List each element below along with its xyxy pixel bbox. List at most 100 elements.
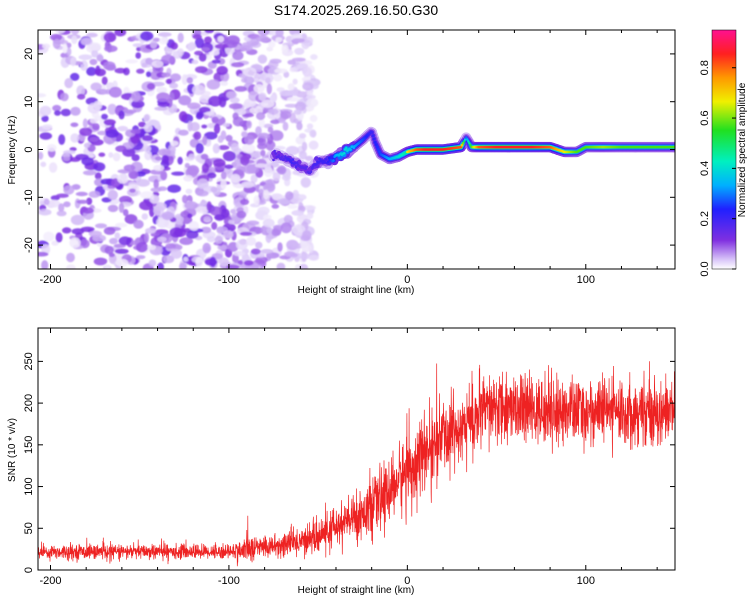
noise-blob (139, 200, 153, 211)
noise-blob (274, 68, 288, 74)
noise-blob (186, 77, 193, 84)
noise-blob (42, 124, 53, 130)
noise-blob (104, 264, 111, 269)
colorbar-tick-label: 0.0 (699, 261, 711, 276)
noise-blob (294, 101, 306, 112)
noise-blob (47, 199, 61, 208)
y-tick-label: 0 (23, 146, 35, 152)
noise-blob (94, 68, 106, 77)
y-tick-label: 100 (23, 477, 35, 495)
x-tick-label: -200 (39, 274, 61, 286)
noise-blob (217, 145, 230, 151)
noise-blob (260, 249, 274, 254)
noise-blob (232, 50, 244, 61)
noise-blob (230, 142, 239, 152)
noise-blob (209, 206, 222, 216)
ridge-mark (317, 161, 320, 164)
noise-blob (301, 141, 308, 152)
noise-blob (276, 262, 286, 269)
noise-blob (103, 119, 116, 126)
noise-blob (149, 195, 160, 204)
noise-blob (203, 215, 211, 222)
noise-blob (306, 211, 314, 220)
noise-blob (107, 189, 119, 201)
noise-blob (195, 66, 208, 74)
noise-blob (222, 122, 230, 127)
noise-blob (292, 38, 305, 43)
noise-blob (157, 148, 172, 157)
noise-blob (283, 71, 290, 78)
noise-blob (263, 214, 272, 220)
noise-blob (196, 178, 209, 190)
noise-blob (275, 37, 283, 43)
colorbar-tick-label: 0.2 (699, 211, 711, 226)
noise-blob (195, 257, 203, 268)
noise-blob (46, 144, 57, 152)
noise-blob (220, 81, 228, 86)
noise-blob (209, 256, 217, 268)
ridge-mark (290, 161, 294, 165)
snr-x-label: Height of straight line (km) (298, 585, 415, 596)
noise-blob (157, 101, 170, 108)
noise-blob (66, 264, 76, 269)
noise-blob (66, 252, 75, 263)
noise-blob (89, 136, 99, 143)
noise-blob (123, 164, 136, 172)
noise-blob (202, 242, 211, 254)
noise-blob (208, 95, 222, 107)
noise-blob (129, 188, 136, 193)
noise-blob (70, 30, 80, 35)
noise-blob (291, 210, 305, 216)
noise-blob (115, 222, 128, 228)
y-tick-label: 250 (23, 352, 35, 370)
noise-blob (211, 221, 218, 230)
ridge-mark (282, 157, 286, 161)
noise-blob (271, 228, 280, 237)
noise-blob (298, 150, 307, 160)
noise-blob (243, 76, 255, 85)
noise-blob (143, 123, 153, 133)
noise-blob (226, 264, 240, 269)
noise-blob (246, 220, 260, 226)
noise-blob (242, 164, 256, 174)
noise-blob (275, 30, 284, 38)
noise-blob (184, 162, 190, 169)
noise-blob (90, 82, 102, 91)
noise-blob (60, 108, 72, 117)
spectrogram-x-label: Height of straight line (km) (298, 285, 415, 296)
ridge-mark (464, 136, 468, 139)
noise-blob (299, 133, 307, 139)
noise-blob (184, 201, 199, 210)
noise-blob (141, 213, 148, 220)
noise-blob (260, 149, 266, 157)
noise-blob (145, 227, 157, 234)
noise-blob (294, 257, 300, 262)
ridge-mark (468, 142, 471, 145)
noise-blob (96, 242, 103, 247)
noise-blob (146, 83, 155, 90)
noise-blob (70, 106, 81, 116)
noise-blob (217, 244, 227, 251)
noise-blob (241, 143, 256, 154)
noise-blob (62, 43, 68, 54)
ridge-mark (376, 145, 379, 149)
ridge-mark (327, 156, 331, 160)
noise-blob (227, 241, 239, 252)
x-tick-label: 0 (404, 575, 410, 587)
noise-blob (103, 32, 117, 43)
noise-blob (244, 265, 251, 269)
noise-blob (125, 59, 138, 64)
noise-blob (282, 121, 289, 131)
snr-series-line (38, 361, 675, 567)
noise-blob (70, 133, 80, 143)
noise-blob (39, 132, 53, 140)
colorbar-ticks: 0.0 0.2 0.4 0.6 0.8 (699, 60, 736, 277)
spectrogram-y-axis: -20 -10 0 10 20 (23, 48, 675, 253)
noise-blob (222, 151, 236, 162)
noise-blob (220, 171, 227, 180)
noise-blob (255, 256, 268, 264)
noise-blob (268, 41, 276, 48)
noise-blob (222, 230, 234, 239)
noise-blob (114, 30, 127, 37)
noise-blob (50, 33, 63, 41)
